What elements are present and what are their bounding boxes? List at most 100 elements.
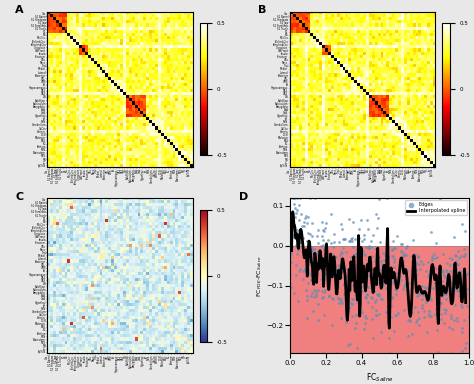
Edges	[380, 263, 388, 270]
Edges	[422, 268, 430, 274]
Edges	[400, 252, 407, 258]
Edges	[380, 278, 387, 284]
Edges	[335, 275, 343, 281]
Edges	[309, 247, 316, 253]
Edges	[372, 311, 380, 318]
Edges	[333, 269, 341, 275]
Edges	[398, 241, 405, 247]
Edges	[328, 211, 335, 217]
Edges	[461, 228, 469, 235]
Edges	[312, 293, 319, 299]
Edges	[328, 240, 335, 246]
Edges	[308, 293, 315, 299]
Edges	[448, 255, 456, 262]
Edges	[296, 266, 304, 272]
Text: B: B	[258, 5, 266, 15]
Edges	[342, 318, 349, 324]
Edges	[419, 292, 427, 298]
Edges	[379, 282, 387, 288]
Edges	[455, 248, 462, 254]
Edges	[365, 254, 373, 260]
Edges	[332, 254, 339, 260]
Edges	[337, 315, 345, 321]
Edges	[334, 281, 341, 287]
Edges	[447, 286, 455, 292]
Edges	[361, 280, 368, 286]
Edges	[326, 293, 333, 299]
Edges	[347, 300, 355, 306]
Edges	[348, 237, 356, 243]
Edges	[372, 210, 380, 217]
Edges	[464, 286, 472, 292]
Edges	[309, 233, 316, 239]
Edges	[422, 290, 429, 296]
Edges	[450, 317, 458, 323]
Edges	[413, 271, 420, 277]
Edges	[367, 294, 375, 300]
Text: C: C	[16, 192, 24, 202]
Edges	[379, 250, 387, 257]
Edges	[359, 273, 366, 279]
Edges	[322, 240, 329, 246]
Edges	[410, 258, 417, 265]
Edges	[294, 298, 301, 305]
Edges	[371, 258, 378, 264]
Edges	[396, 280, 403, 286]
Edges	[451, 281, 458, 287]
Edges	[364, 227, 372, 233]
Edges	[426, 295, 434, 301]
Edges	[314, 318, 321, 324]
Edges	[348, 301, 356, 307]
Edges	[437, 196, 444, 202]
Edges	[388, 253, 396, 259]
Edges	[303, 297, 311, 303]
Edges	[460, 317, 468, 323]
Edges	[383, 225, 391, 232]
Edges	[351, 289, 359, 295]
Edges	[438, 278, 446, 284]
Edges	[428, 264, 435, 270]
Edges	[373, 291, 381, 297]
Edges	[329, 296, 337, 302]
Edges	[337, 298, 345, 304]
Edges	[373, 225, 381, 231]
Edges	[322, 260, 329, 266]
Edges	[365, 245, 372, 252]
Edges	[432, 240, 440, 246]
Edges	[337, 220, 345, 227]
Edges	[356, 350, 364, 356]
Edges	[319, 267, 326, 273]
Edges	[320, 256, 328, 262]
Edges	[371, 247, 379, 253]
Edges	[346, 305, 353, 311]
Edges	[343, 249, 350, 255]
Edges	[349, 296, 356, 302]
Edges	[458, 294, 465, 300]
Edges	[440, 319, 447, 326]
Edges	[383, 264, 391, 270]
Edges	[330, 239, 338, 245]
Edges	[438, 291, 445, 297]
Edges	[346, 237, 354, 243]
Edges	[292, 210, 300, 216]
Edges	[374, 280, 382, 286]
Edges	[423, 295, 431, 301]
Edges	[441, 310, 448, 316]
Edges	[462, 251, 469, 257]
Interpolated spline	[463, 300, 468, 305]
Edges	[332, 350, 340, 356]
Edges	[451, 252, 458, 258]
Edges	[384, 264, 392, 270]
Edges	[425, 308, 433, 314]
Edges	[312, 258, 320, 264]
Edges	[388, 314, 395, 320]
Edges	[445, 324, 452, 330]
Edges	[347, 271, 355, 277]
Edges	[345, 216, 353, 222]
Line: Interpolated spline: Interpolated spline	[292, 212, 465, 328]
Edges	[292, 262, 300, 268]
Edges	[443, 287, 451, 293]
Edges	[301, 268, 309, 275]
Edges	[287, 258, 295, 265]
Edges	[451, 301, 459, 308]
